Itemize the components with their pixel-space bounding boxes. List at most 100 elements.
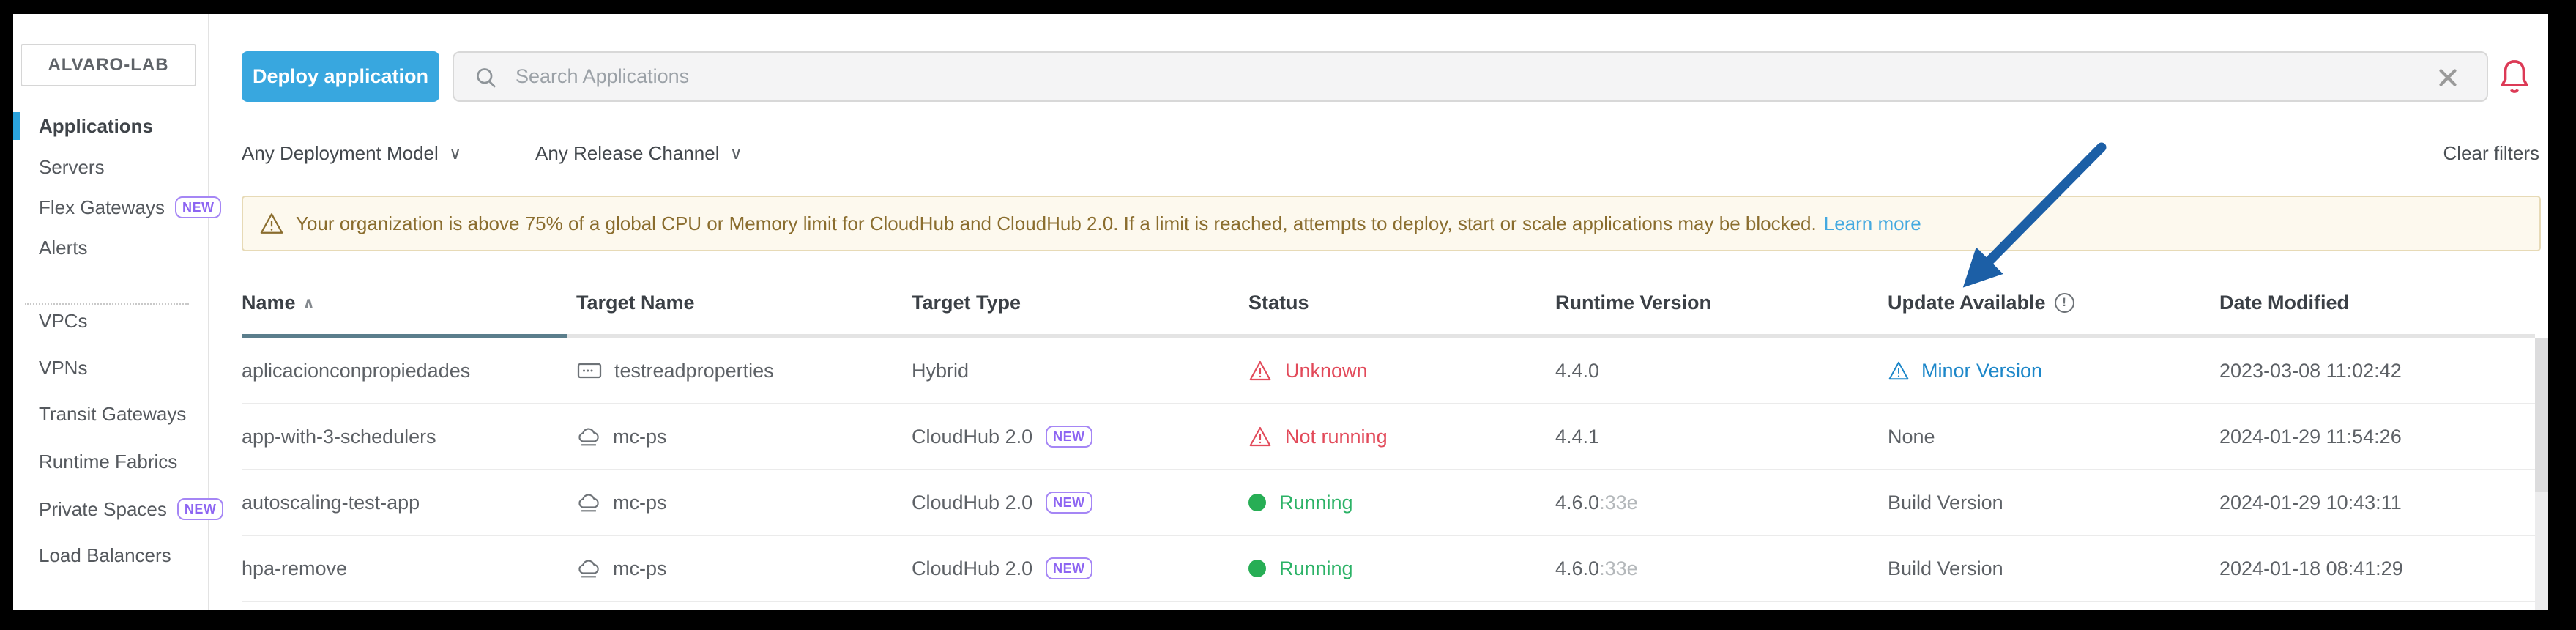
new-badge: NEW [1046,557,1092,579]
search-input[interactable] [514,53,2389,100]
column-header-date-modified[interactable]: Date Modified [2219,291,2350,314]
column-header-target-name[interactable]: Target Name [576,291,695,314]
environment-selector[interactable]: ALVARO-LAB [21,44,196,86]
update-available-cell: Minor Version [1888,338,2042,403]
update-available-cell: Build Version [1888,536,2003,601]
sidebar-item-applications[interactable]: Applications [13,111,209,141]
update-available-text: None [1888,425,1935,448]
sidebar-item-label: VPNs [39,356,88,379]
status-text: Not running [1285,425,1388,448]
column-header-update-available[interactable]: Update Available ! [1888,288,2074,317]
update-available-cell: Build Version [1888,470,2003,535]
running-status-dot [1248,494,1266,511]
banner-text: Your organization is above 75% of a glob… [296,212,1817,234]
date-modified: 2024-01-29 11:54:26 [2219,425,2402,448]
runtime-manager-window: ALVARO-LAB Applications Servers Flex Gat… [13,14,2548,610]
table-row[interactable]: aplicacionconpropiedades testreadpropert… [242,338,2535,404]
column-header-runtime-version[interactable]: Runtime Version [1555,291,1712,314]
chevron-down-icon: ∨ [729,143,743,163]
column-header-name[interactable]: Name ∧ [242,291,315,314]
sidebar-item-servers[interactable]: Servers [13,152,209,182]
sidebar-item-flex-gateways[interactable]: Flex Gateways NEW [13,193,222,222]
header-underline [242,334,2535,338]
info-icon[interactable]: ! [2054,292,2074,313]
sorted-column-indicator [242,334,567,338]
status-cell: Not running [1248,404,1388,469]
status-cell: Running [1248,536,1353,601]
app-name: aplicacionconpropiedades [242,359,471,382]
sidebar-item-label: Runtime Fabrics [39,450,178,472]
update-available-cell: None [1888,404,1935,469]
scrollbar-thumb[interactable] [2535,338,2548,492]
status-text: Unknown [1285,359,1368,382]
sidebar-item-vpcs[interactable]: VPCs [13,306,209,336]
new-badge: NEW [1046,492,1092,514]
environment-name: ALVARO-LAB [48,55,169,75]
new-badge: NEW [1046,426,1092,448]
sidebar-item-label: Applications [39,114,154,137]
date-modified: 2023-03-08 11:02:42 [2219,359,2402,382]
filter-label: Any Release Channel [535,141,720,164]
search-bar [453,51,2488,102]
clear-search-icon[interactable] [2434,64,2462,92]
warning-triangle-icon [1248,426,1272,448]
sidebar-item-load-balancers[interactable]: Load Balancers [13,541,209,570]
sidebar-divider [25,303,189,305]
notifications-bell-icon[interactable] [2495,56,2534,97]
deploy-application-button[interactable]: Deploy application [242,51,439,102]
server-icon [576,360,603,382]
sidebar-item-alerts[interactable]: Alerts [13,233,209,262]
search-icon [477,68,496,88]
sidebar-item-vpns[interactable]: VPNs [13,353,209,382]
runtime-version: 4.4.1 [1555,425,1600,448]
sidebar-item-label: Private Spaces [39,497,167,520]
warning-triangle-icon [1248,360,1272,382]
target-type-cell: CloudHub 2.0 NEW [912,470,1092,535]
table-row[interactable]: autoscaling-test-app mc-ps CloudHub 2.0 … [242,470,2535,536]
runtime-build-suffix: :33e [1599,491,1638,514]
sidebar-item-runtime-fabrics[interactable]: Runtime Fabrics [13,447,209,476]
target-type: CloudHub 2.0 [912,425,1033,448]
table-row[interactable]: app-with-3-schedulers mc-ps CloudHub 2.0… [242,404,2535,470]
active-indicator [13,112,20,140]
target-type: CloudHub 2.0 [912,557,1033,579]
target-type: CloudHub 2.0 [912,491,1033,514]
status-cell: Unknown [1248,338,1368,403]
limit-warning-banner: Your organization is above 75% of a glob… [242,196,2541,251]
update-available-link[interactable]: Minor Version [1921,359,2043,382]
private-space-cloud-icon [576,492,601,514]
deployment-model-filter[interactable]: Any Deployment Model ∨ [242,138,461,168]
target-name-cell: mc-ps [576,404,667,469]
update-available-text: Build Version [1888,491,2003,514]
column-header-status[interactable]: Status [1248,291,1309,314]
date-modified: 2024-01-29 10:43:11 [2219,491,2402,514]
vertical-scrollbar[interactable] [2535,338,2548,610]
deploy-button-label: Deploy application [252,65,429,87]
runtime-version: 4.6.0 [1555,557,1600,579]
release-channel-filter[interactable]: Any Release Channel ∨ [535,138,742,168]
app-name: hpa-remove [242,557,348,579]
clear-filters-button[interactable]: Clear filters [2443,141,2539,164]
runtime-version: 4.4.0 [1555,359,1600,382]
learn-more-link[interactable]: Learn more [1823,212,1921,234]
status-text: Running [1279,491,1353,514]
runtime-build-suffix: :33e [1599,557,1638,579]
table-header: Name ∧ Target Name Target Type Status Ru… [242,288,2535,317]
column-header-target-type[interactable]: Target Type [912,291,1021,314]
sidebar-item-label: Servers [39,155,105,178]
sort-ascending-icon: ∧ [302,294,315,311]
sidebar-item-label: VPCs [39,309,88,332]
target-name-cell: mc-ps [576,470,667,535]
runtime-version-cell: 4.6.0 :33e [1555,470,1638,535]
status-cell: Running [1248,470,1353,535]
app-name: app-with-3-schedulers [242,425,436,448]
app-name: autoscaling-test-app [242,491,420,514]
target-name-cell: mc-ps [576,536,667,601]
private-space-cloud-icon [576,557,601,579]
sidebar-item-private-spaces[interactable]: Private Spaces NEW [13,494,224,524]
target-type-cell: CloudHub 2.0 NEW [912,536,1092,601]
runtime-version: 4.6.0 [1555,491,1600,514]
sidebar-item-transit-gateways[interactable]: Transit Gateways [13,399,209,429]
target-type-cell: CloudHub 2.0 NEW [912,404,1092,469]
table-row[interactable]: hpa-remove mc-ps CloudHub 2.0 NEW Runnin… [242,536,2535,602]
